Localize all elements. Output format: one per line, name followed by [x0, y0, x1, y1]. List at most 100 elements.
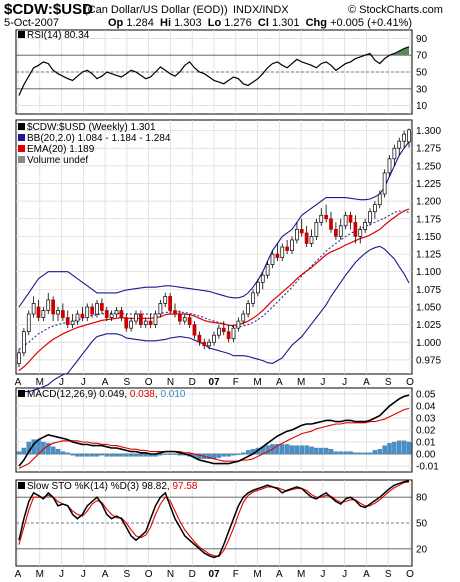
macd-histogram-bar — [94, 453, 100, 457]
candle-up — [338, 225, 343, 237]
candle-up — [95, 303, 99, 315]
candle-up — [392, 147, 397, 160]
rsi-legend: RSI(14) 80.34 — [18, 30, 89, 41]
candle-up — [319, 214, 324, 223]
sto-month-label: A — [363, 569, 370, 580]
price-month-label: N — [167, 377, 174, 388]
candle-up — [256, 281, 260, 294]
candle-down — [51, 299, 55, 315]
price-month-label: J — [81, 377, 86, 388]
ema-legend-text: EMA(20) 1.189 — [27, 144, 95, 155]
macd-tick-label: 0.03 — [416, 414, 436, 425]
candle-down — [202, 341, 207, 347]
candle-up — [265, 264, 270, 276]
macd-histogram-bar — [16, 451, 22, 455]
quote-date: 5-Oct-2007 — [4, 17, 60, 29]
sto-separator: , — [166, 481, 170, 492]
sto-month-label: M — [253, 569, 261, 580]
change-value: +0.005 (+0.41%) — [330, 17, 413, 29]
sto-tick-label: 80 — [416, 493, 428, 504]
macd-histogram-bar — [284, 444, 290, 455]
macd-histogram-bar — [133, 453, 139, 457]
sto-tick-label: 50 — [416, 519, 428, 530]
rsi-tick-label: 50 — [416, 68, 428, 79]
macd-histogram-bar — [60, 451, 66, 455]
macd-histogram-bar — [358, 452, 363, 455]
macd-histogram-bar — [138, 453, 144, 457]
macd-histogram-bar — [221, 453, 226, 457]
macd-histogram-bar — [275, 444, 280, 455]
candle-down — [329, 218, 333, 230]
price-legend-volume: Volume undef — [18, 155, 170, 166]
macd-histogram-bar — [177, 453, 183, 456]
close-label: Cl — [257, 17, 269, 29]
macd-histogram-bar — [338, 451, 343, 455]
bb-legend-text: BB(20,2.0) 1.084 - 1.184 - 1.284 — [27, 133, 171, 144]
candle-down — [178, 313, 182, 322]
candle-up — [309, 236, 314, 244]
macd-line — [18, 394, 410, 467]
candle-up — [397, 140, 402, 149]
sto-month-label: F — [233, 569, 239, 580]
price-month-label: J — [59, 377, 64, 388]
candle-down — [299, 229, 304, 234]
candle-up — [270, 253, 275, 265]
macd-histogram-bar — [367, 452, 373, 455]
price-tick-label: 1.075 — [416, 285, 441, 296]
price-legend: $CDW:$USD (Weekly) 1.301 BB(20,2.0) 1.08… — [18, 122, 170, 166]
price-month-label: O — [145, 377, 153, 388]
instrument-name: (Can Dollar/US Dollar (EOD)) — [84, 4, 228, 16]
price-tick-label: 1.125 — [416, 250, 441, 261]
macd-histogram-bar — [289, 445, 295, 455]
macd-histogram-bar — [99, 453, 105, 456]
candle-up — [246, 303, 250, 315]
macd-histogram-bar — [280, 444, 285, 455]
sto-month-label: M — [36, 569, 44, 580]
macd-histogram-bar — [158, 453, 163, 456]
price-month-label: J — [320, 377, 325, 388]
macd-histogram-bar — [362, 452, 368, 455]
candle-up — [109, 313, 114, 318]
macd-histogram-bar — [109, 453, 114, 457]
price-tick-label: 1.175 — [416, 214, 441, 225]
candle-up — [153, 313, 158, 325]
sto-month-label: 07 — [208, 569, 220, 580]
candle-up — [17, 352, 21, 364]
macd-histogram-bar — [299, 445, 304, 455]
ema-line — [18, 208, 410, 371]
candle-up — [402, 133, 406, 142]
candle-down — [36, 306, 41, 318]
candle-down — [187, 317, 192, 325]
macd-tick-label: 0.01 — [416, 438, 436, 449]
candle-up — [290, 239, 294, 251]
candle-down — [192, 324, 197, 336]
sto-month-label: J — [320, 569, 325, 580]
candle-up — [343, 214, 348, 227]
macd-histogram-bar — [304, 445, 309, 455]
high-label: Hi — [160, 17, 171, 29]
candle-up — [134, 313, 138, 322]
sto-legend-prefix: Slow STO %K(14) %D(3) — [27, 481, 140, 492]
candle-up — [377, 193, 382, 206]
candle-up — [295, 229, 299, 241]
macd-histogram-bar — [65, 452, 70, 455]
candle-down — [61, 310, 65, 318]
candle-down — [148, 320, 153, 325]
candle-down — [173, 310, 177, 315]
ohlc-summary: Op 1.284 Hi 1.303 Lo 1.276 Cl 1.301 Chg … — [108, 17, 412, 29]
macd-histogram-bar — [382, 445, 387, 455]
candle-up — [407, 129, 411, 143]
macd-histogram-bar — [172, 453, 178, 455]
macd-histogram-bar — [124, 453, 129, 457]
macd-histogram-bar — [392, 441, 397, 455]
price-tick-label: 1.275 — [416, 144, 441, 155]
sto-legend-swatch — [18, 482, 25, 489]
macd-histogram-bar — [236, 453, 241, 455]
price-swatch — [18, 123, 25, 130]
candle-up — [56, 310, 60, 315]
macd-histogram-bar — [46, 443, 51, 455]
price-tick-label: 1.100 — [416, 267, 441, 278]
price-tick-label: 1.025 — [416, 320, 441, 331]
candle-down — [304, 232, 309, 244]
ema-swatch — [18, 145, 25, 152]
